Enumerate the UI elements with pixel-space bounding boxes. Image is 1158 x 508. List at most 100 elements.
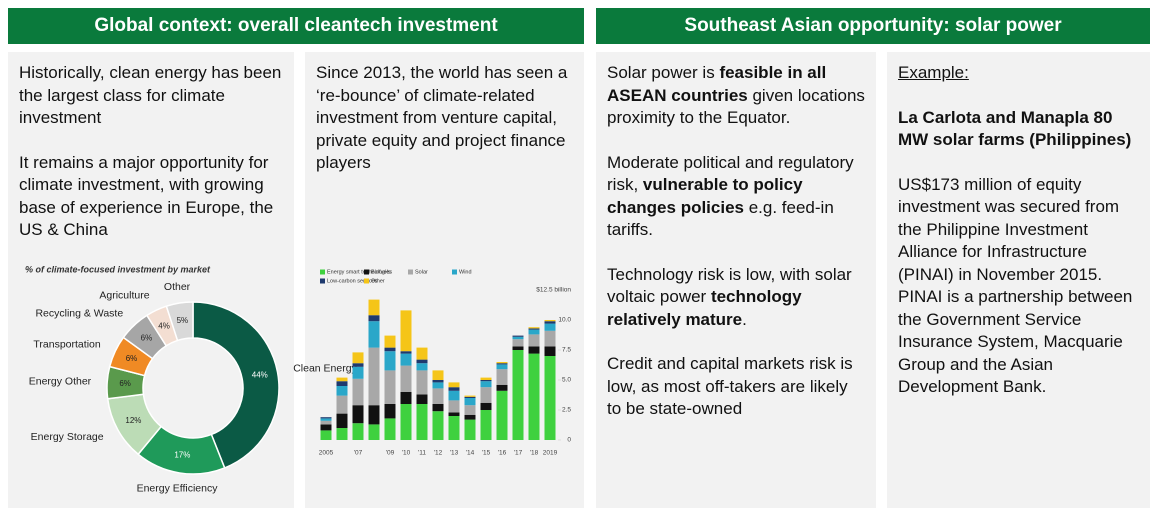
bar-segment (416, 363, 428, 371)
x-tick-label: '15 (482, 450, 491, 457)
bar-segment (512, 339, 524, 347)
bar-segment (432, 370, 444, 380)
bar-segment (320, 420, 332, 425)
slice-value-label: 44% (252, 370, 268, 379)
slice-value-label: 17% (174, 450, 190, 459)
text-run: Moderate political and regulatory risk, (607, 152, 854, 195)
text-run: Example: (898, 63, 969, 82)
bar-segment (480, 381, 492, 388)
bar-segment (544, 346, 556, 356)
slice-category-label: Transportation (33, 338, 100, 350)
bar-segment (352, 405, 364, 424)
bar-segment (480, 402, 492, 410)
legend-swatch (364, 278, 369, 284)
donut-slice (192, 301, 280, 469)
bar-segment (464, 396, 476, 398)
bar-segment (384, 418, 396, 440)
bar-segment (496, 384, 508, 391)
text-run: Since 2013, the world has seen a ‘re-bou… (316, 63, 568, 172)
bar-segment (464, 419, 476, 440)
legend-swatch (408, 269, 413, 275)
bar-segment (416, 347, 428, 360)
slice-category-label: Agriculture (99, 289, 149, 301)
slice-category-label: Other (164, 281, 191, 293)
bar-segment (528, 334, 540, 347)
text-run: Credit and capital markets risk is low, … (607, 354, 853, 418)
bar-segment (512, 350, 524, 440)
bar-segment (400, 310, 412, 352)
bar-segment (464, 405, 476, 415)
bar-segment (416, 404, 428, 440)
text-panel: Solar power is feasible in all ASEAN cou… (596, 52, 876, 508)
bar-segment (448, 400, 460, 413)
x-tick-label: '10 (402, 450, 411, 457)
bar-segment (384, 370, 396, 404)
donut-slice (165, 301, 194, 342)
bar-segment (368, 347, 380, 406)
bar-segment (448, 387, 460, 391)
bar-segment (352, 363, 364, 367)
text-run: feasible in all ASEAN countries (607, 63, 827, 105)
text-panel: Example: La Carlota and Manapla 80 MW sol… (887, 52, 1150, 508)
paragraph: Historically, clean energy has been the … (19, 62, 284, 130)
bar-segment (320, 418, 332, 421)
legend-label: Wind (459, 269, 472, 275)
bar-segment (368, 321, 380, 348)
bar-segment (448, 390, 460, 401)
bar-segment (416, 359, 428, 364)
y-tick-label: 0 (567, 437, 571, 444)
slice-category-label: Recycling & Waste (35, 307, 123, 319)
slice-category-label: Energy Efficiency (137, 483, 219, 495)
bar-segment (352, 423, 364, 440)
y-tick-label: 10.0 (558, 317, 571, 324)
paragraph: It remains a major opportunity for clima… (19, 152, 284, 242)
x-tick-label: '13 (450, 450, 459, 457)
bar-segment (544, 356, 556, 440)
paragraph: US$173 million of equity investment was … (898, 174, 1140, 399)
legend-label: Energy smart technologies (327, 269, 392, 275)
bar-segment (416, 370, 428, 395)
section-header: Global context: overall cleantech invest… (8, 8, 584, 44)
bar-segment (336, 381, 348, 386)
x-tick-label: '14 (466, 450, 475, 457)
bar-segment (480, 380, 492, 382)
bar-segment (384, 351, 396, 371)
bar-segment (464, 414, 476, 420)
bar-segment (416, 394, 428, 404)
bar-segment (432, 411, 444, 440)
x-tick-label: 2019 (543, 450, 558, 457)
text-run: It remains a major opportunity for clima… (19, 152, 274, 240)
y-tick-label: 7.5 (562, 347, 571, 354)
bar-segment (368, 315, 380, 322)
bar-segment (352, 378, 364, 406)
bar-segment (528, 327, 540, 329)
bar-segment (544, 321, 556, 324)
legend-label: Biofuels (371, 269, 391, 275)
bar-segment (512, 346, 524, 350)
bar-segment (368, 424, 380, 440)
slice-category-label: Energy Other (29, 375, 92, 387)
paragraph: Technology risk is low, with solar volta… (607, 264, 866, 332)
bar-segment (432, 404, 444, 412)
text-run: vulnerable to policy changes policies (607, 175, 803, 217)
text-run: Historically, clean energy has been the … (19, 63, 282, 127)
y-tick-label: $12.5 billion (536, 287, 571, 294)
legend-label: Low-carbon services (327, 278, 378, 284)
slice-category-label: Clean Energy (293, 363, 357, 375)
text-run: Solar power is (607, 63, 720, 82)
bar-segment (464, 395, 476, 397)
bar-segment (480, 387, 492, 403)
bar-segment (368, 405, 380, 425)
bar-segment (384, 404, 396, 419)
x-tick-label: '16 (498, 450, 507, 457)
x-tick-label: 2005 (319, 450, 334, 457)
bar-segment (544, 320, 556, 322)
bar-segment (512, 336, 524, 340)
legend-swatch (452, 269, 457, 275)
bar-segment (496, 363, 508, 365)
legend-label: Solar (415, 269, 428, 275)
legend-swatch (320, 278, 325, 284)
slice-value-label: 12% (125, 416, 141, 425)
bar-segment (336, 377, 348, 382)
